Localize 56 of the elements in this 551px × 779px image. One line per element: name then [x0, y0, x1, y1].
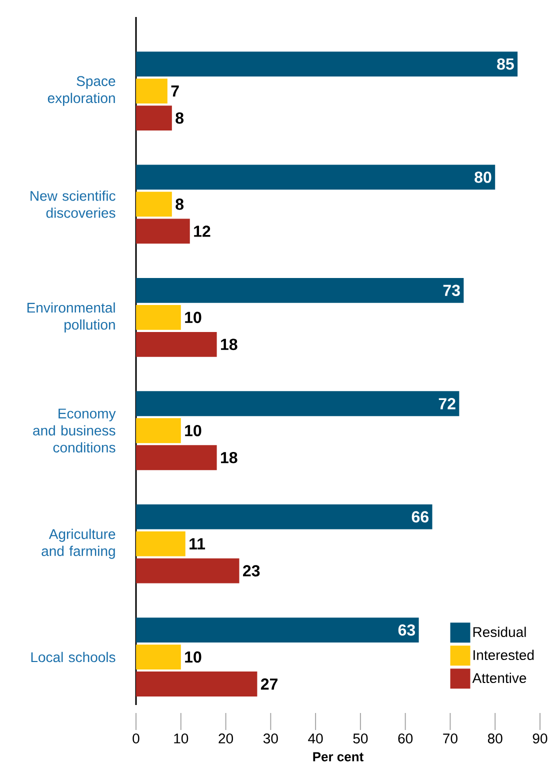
data-label: 27: [260, 678, 278, 690]
bar: [136, 218, 190, 244]
bar: [136, 391, 460, 416]
data-label: 10: [185, 312, 202, 324]
x-tick-label: 40: [308, 734, 323, 744]
data-label: 10: [185, 651, 202, 663]
data-label: 18: [221, 338, 238, 350]
data-label: 12: [194, 226, 210, 237]
bar: [136, 332, 217, 357]
data-label: 8: [176, 112, 184, 124]
data-label: 7: [171, 86, 179, 97]
x-tick-label: 10: [174, 734, 188, 744]
bar: [136, 618, 419, 642]
y-tick-label: New scientific discoveries: [30, 190, 116, 218]
bar: [136, 558, 240, 584]
x-axis-title: Per cent: [313, 752, 364, 762]
bar: [136, 278, 464, 303]
data-label: 80: [474, 172, 492, 183]
data-label: 85: [497, 58, 514, 70]
y-tick-label: Economy and business conditions: [33, 408, 116, 453]
data-label: 73: [443, 284, 460, 296]
x-tick-label: 80: [488, 734, 502, 744]
data-label: 66: [412, 511, 428, 522]
data-label: 8: [176, 198, 184, 210]
bar: [136, 304, 181, 330]
bar: [136, 164, 496, 190]
bar: [136, 106, 172, 130]
bar: [136, 672, 258, 696]
y-tick-label: Local schools: [31, 652, 116, 662]
data-label: 10: [185, 424, 202, 436]
legend-label: Residual: [473, 626, 526, 638]
bar: [136, 52, 518, 76]
data-label: 63: [398, 624, 416, 636]
data-label: 18: [221, 452, 238, 464]
x-tick-label: 30: [263, 734, 278, 744]
bar: [136, 531, 186, 556]
bar: [136, 445, 217, 470]
bar: [136, 418, 181, 444]
bar: [136, 644, 181, 670]
bar: [136, 78, 168, 104]
x-tick-label: 0: [132, 734, 140, 744]
y-tick-label: Space exploration: [48, 76, 116, 106]
bar: [136, 504, 432, 530]
data-label: 11: [190, 538, 206, 550]
x-tick-label: 70: [443, 734, 458, 744]
x-tick-label: 90: [532, 734, 548, 744]
x-tick-label: 50: [353, 734, 368, 744]
x-tick-label: 20: [218, 734, 234, 744]
y-tick-label: Environmental pollution: [27, 302, 115, 332]
bar: [136, 192, 172, 217]
data-label: 23: [243, 565, 260, 576]
data-label: 72: [438, 398, 456, 410]
x-tick-label: 60: [398, 734, 413, 744]
legend-label: Interested: [474, 650, 534, 660]
legend-label: Attentive: [472, 672, 526, 684]
y-tick-label: Agriculture and farming: [42, 528, 116, 559]
